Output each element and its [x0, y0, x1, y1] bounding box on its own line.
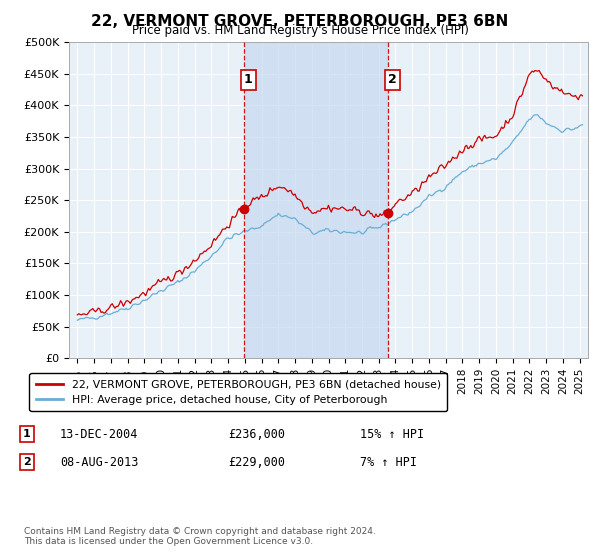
Text: 7% ↑ HPI: 7% ↑ HPI — [360, 455, 417, 469]
Text: £229,000: £229,000 — [228, 455, 285, 469]
Text: 2: 2 — [388, 73, 397, 86]
Text: 1: 1 — [244, 73, 253, 86]
Text: 08-AUG-2013: 08-AUG-2013 — [60, 455, 139, 469]
Text: 15% ↑ HPI: 15% ↑ HPI — [360, 427, 424, 441]
Text: 13-DEC-2004: 13-DEC-2004 — [60, 427, 139, 441]
Text: 1: 1 — [23, 429, 31, 439]
Text: 22, VERMONT GROVE, PETERBOROUGH, PE3 6BN: 22, VERMONT GROVE, PETERBOROUGH, PE3 6BN — [91, 14, 509, 29]
Legend: 22, VERMONT GROVE, PETERBOROUGH, PE3 6BN (detached house), HPI: Average price, d: 22, VERMONT GROVE, PETERBOROUGH, PE3 6BN… — [29, 373, 447, 411]
Text: 2: 2 — [23, 457, 31, 467]
Text: Contains HM Land Registry data © Crown copyright and database right 2024.
This d: Contains HM Land Registry data © Crown c… — [24, 526, 376, 546]
Text: Price paid vs. HM Land Registry's House Price Index (HPI): Price paid vs. HM Land Registry's House … — [131, 24, 469, 37]
Text: £236,000: £236,000 — [228, 427, 285, 441]
